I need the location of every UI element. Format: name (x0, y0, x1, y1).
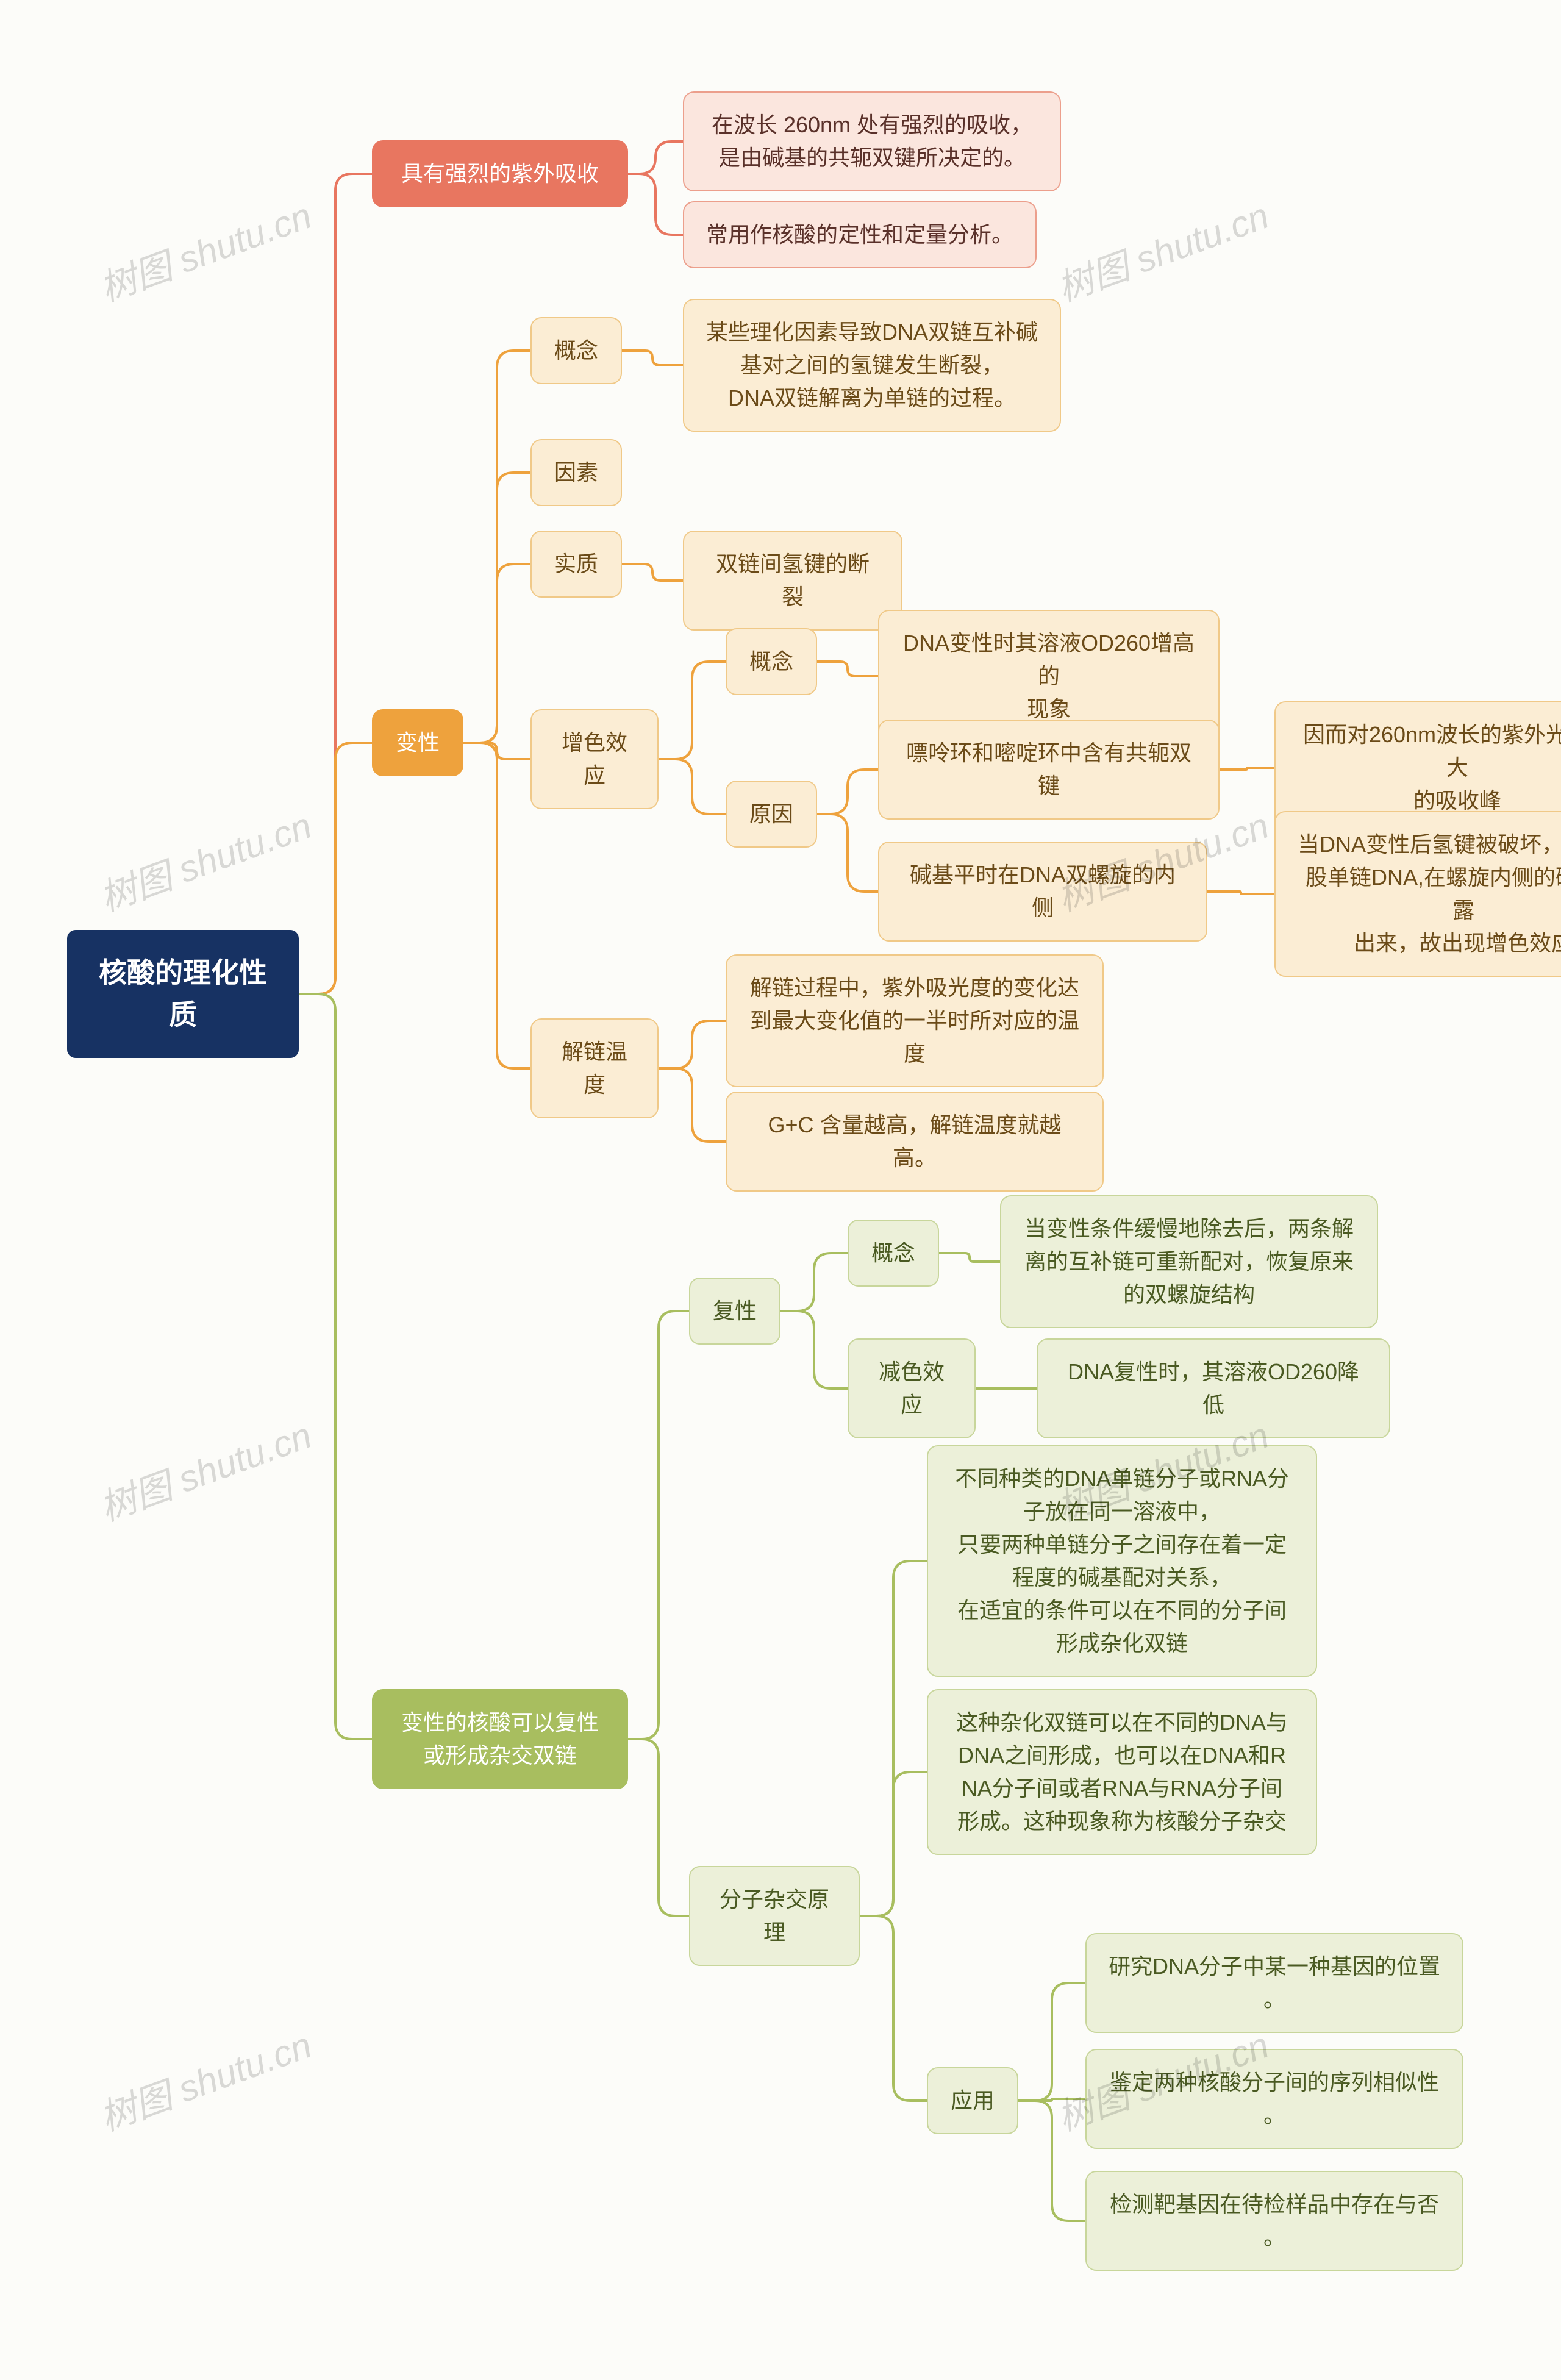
watermark: 树图 shutu.cn (91, 796, 318, 922)
watermark: 树图 shutu.cn (91, 2016, 318, 2142)
watermark: 树图 shutu.cn (91, 1406, 318, 1532)
mindmap-node: 概念 (848, 1220, 939, 1287)
watermark: 树图 shutu.cn (91, 187, 318, 312)
mindmap-node: 变性 (372, 709, 463, 776)
mindmap-node: 应用 (927, 2067, 1018, 2134)
mindmap-node: 这种杂化双链可以在不同的DNA与 DNA之间形成，也可以在DNA和R NA分子间… (927, 1689, 1317, 1855)
mindmap-node: 原因 (726, 781, 817, 848)
mindmap-node: 在波长 260nm 处有强烈的吸收， 是由碱基的共轭双键所决定的。 (683, 91, 1061, 191)
mindmap-node: 不同种类的DNA单链分子或RNA分 子放在同一溶液中， 只要两种单链分子之间存在… (927, 1445, 1317, 1677)
mindmap-node: 某些理化因素导致DNA双链互补碱 基对之间的氢键发生断裂， DNA双链解离为单链… (683, 299, 1061, 432)
mindmap-node: 实质 (530, 531, 622, 598)
mindmap-node: 鉴定两种核酸分子间的序列相似性 。 (1085, 2049, 1463, 2149)
mindmap-node: 概念 (726, 628, 817, 695)
mindmap-node: 解链过程中，紫外吸光度的变化达 到最大变化值的一半时所对应的温 度 (726, 954, 1104, 1087)
mindmap-node: 概念 (530, 317, 622, 384)
mindmap-node: 双链间氢键的断裂 (683, 531, 902, 631)
mindmap-node: 因素 (530, 439, 622, 506)
mindmap-node: 研究DNA分子中某一种基因的位置 。 (1085, 1933, 1463, 2033)
mindmap-node: 当DNA变性后氢键被破坏，成为两 股单链DNA,在螺旋内侧的碱基暴露 出来，故出… (1274, 811, 1561, 977)
mindmap-node: 复性 (689, 1278, 780, 1345)
mindmap-node: 增色效应 (530, 709, 659, 809)
mindmap-node: 变性的核酸可以复性 或形成杂交双链 (372, 1689, 628, 1789)
mindmap-node: 常用作核酸的定性和定量分析。 (683, 201, 1037, 268)
watermark: 树图 shutu.cn (1049, 187, 1275, 312)
mindmap-node: DNA复性时，其溶液OD260降低 (1037, 1338, 1390, 1438)
mindmap-node: 减色效应 (848, 1338, 976, 1438)
mindmap-node: 嘌呤环和嘧啶环中含有共轭双键 (878, 720, 1220, 820)
mindmap-node: 检测靶基因在待检样品中存在与否 。 (1085, 2171, 1463, 2271)
mindmap-node: 当变性条件缓慢地除去后，两条解 离的互补链可重新配对，恢复原来 的双螺旋结构 (1000, 1195, 1378, 1328)
mindmap-node: 分子杂交原理 (689, 1866, 860, 1966)
mindmap-node: 碱基平时在DNA双螺旋的内侧 (878, 842, 1207, 942)
mindmap-node: G+C 含量越高，解链温度就越高。 (726, 1092, 1104, 1192)
mindmap-node: 解链温度 (530, 1018, 659, 1118)
mindmap-node: 核酸的理化性质 (67, 930, 299, 1058)
mindmap-node: 具有强烈的紫外吸收 (372, 140, 628, 207)
